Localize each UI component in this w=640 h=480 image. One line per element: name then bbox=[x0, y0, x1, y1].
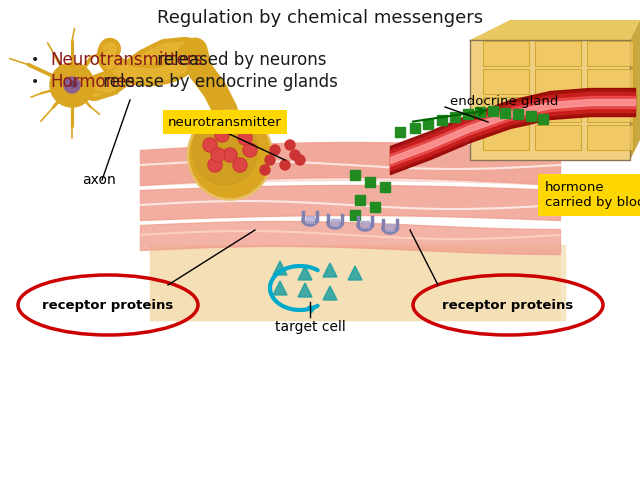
Ellipse shape bbox=[193, 115, 257, 185]
Bar bbox=[587, 69, 633, 94]
Text: Neurotransmitters: Neurotransmitters bbox=[50, 51, 202, 69]
Circle shape bbox=[270, 145, 280, 155]
Circle shape bbox=[285, 140, 295, 150]
Text: released by neurons: released by neurons bbox=[152, 51, 326, 69]
Circle shape bbox=[239, 132, 251, 144]
Text: •: • bbox=[31, 53, 39, 67]
Polygon shape bbox=[470, 40, 630, 160]
Bar bbox=[365, 177, 375, 187]
Bar bbox=[535, 125, 581, 150]
Circle shape bbox=[216, 129, 228, 141]
Bar bbox=[587, 125, 633, 150]
Circle shape bbox=[208, 158, 222, 172]
Polygon shape bbox=[470, 20, 640, 40]
Polygon shape bbox=[298, 266, 312, 280]
Circle shape bbox=[290, 150, 300, 160]
Text: release by endocrine glands: release by endocrine glands bbox=[98, 73, 338, 91]
Circle shape bbox=[204, 139, 216, 151]
Circle shape bbox=[233, 158, 247, 172]
Circle shape bbox=[265, 155, 275, 165]
Circle shape bbox=[203, 138, 217, 152]
Polygon shape bbox=[323, 263, 337, 277]
Circle shape bbox=[223, 148, 237, 162]
Bar bbox=[535, 69, 581, 94]
Bar bbox=[483, 69, 529, 94]
Bar bbox=[306, 216, 314, 223]
Text: Regulation by chemical messengers: Regulation by chemical messengers bbox=[157, 9, 483, 27]
Bar bbox=[331, 219, 339, 226]
Bar bbox=[463, 109, 473, 119]
Bar bbox=[361, 221, 369, 228]
Circle shape bbox=[224, 149, 236, 161]
Circle shape bbox=[50, 63, 94, 107]
Circle shape bbox=[243, 143, 257, 157]
Circle shape bbox=[234, 159, 246, 171]
Polygon shape bbox=[630, 20, 640, 160]
Text: endocrine gland: endocrine gland bbox=[450, 96, 558, 108]
Text: Hormones: Hormones bbox=[50, 73, 135, 91]
Bar bbox=[410, 123, 420, 133]
Bar bbox=[350, 210, 360, 220]
Bar bbox=[538, 114, 548, 124]
Polygon shape bbox=[273, 281, 287, 295]
Bar bbox=[350, 170, 360, 180]
Bar bbox=[535, 97, 581, 122]
Text: hormone
carried by blood: hormone carried by blood bbox=[545, 181, 640, 209]
Bar bbox=[500, 108, 510, 118]
Circle shape bbox=[295, 155, 305, 165]
Bar bbox=[587, 97, 633, 122]
Circle shape bbox=[209, 159, 221, 171]
Bar bbox=[370, 202, 380, 212]
Bar bbox=[483, 41, 529, 66]
Bar bbox=[386, 224, 394, 231]
Bar bbox=[587, 41, 633, 66]
Text: neurotransmitter: neurotransmitter bbox=[168, 116, 282, 129]
Circle shape bbox=[238, 131, 252, 145]
Text: receptor proteins: receptor proteins bbox=[42, 299, 173, 312]
Bar bbox=[395, 127, 405, 137]
Circle shape bbox=[211, 148, 225, 162]
Polygon shape bbox=[348, 266, 362, 280]
Bar bbox=[380, 182, 390, 192]
Bar bbox=[483, 125, 529, 150]
Bar bbox=[423, 119, 433, 129]
Polygon shape bbox=[273, 261, 287, 275]
Bar bbox=[450, 112, 460, 122]
Bar bbox=[535, 41, 581, 66]
Bar bbox=[488, 106, 498, 116]
Bar bbox=[513, 109, 523, 119]
Bar bbox=[475, 107, 485, 117]
Ellipse shape bbox=[190, 112, 270, 197]
Circle shape bbox=[64, 77, 80, 93]
Text: axon: axon bbox=[82, 173, 116, 187]
FancyArrowPatch shape bbox=[413, 108, 485, 121]
Circle shape bbox=[71, 81, 77, 87]
Bar bbox=[526, 111, 536, 121]
Circle shape bbox=[244, 144, 256, 156]
Text: •: • bbox=[31, 75, 39, 89]
Bar bbox=[150, 245, 565, 320]
Circle shape bbox=[212, 149, 224, 161]
Polygon shape bbox=[323, 286, 337, 300]
Circle shape bbox=[215, 128, 229, 142]
Ellipse shape bbox=[188, 110, 273, 200]
Text: receptor proteins: receptor proteins bbox=[442, 299, 573, 312]
Bar bbox=[437, 115, 447, 125]
Polygon shape bbox=[298, 283, 312, 297]
Text: target cell: target cell bbox=[275, 320, 346, 334]
Bar bbox=[483, 97, 529, 122]
Bar bbox=[355, 195, 365, 205]
Circle shape bbox=[280, 160, 290, 170]
Circle shape bbox=[260, 165, 270, 175]
